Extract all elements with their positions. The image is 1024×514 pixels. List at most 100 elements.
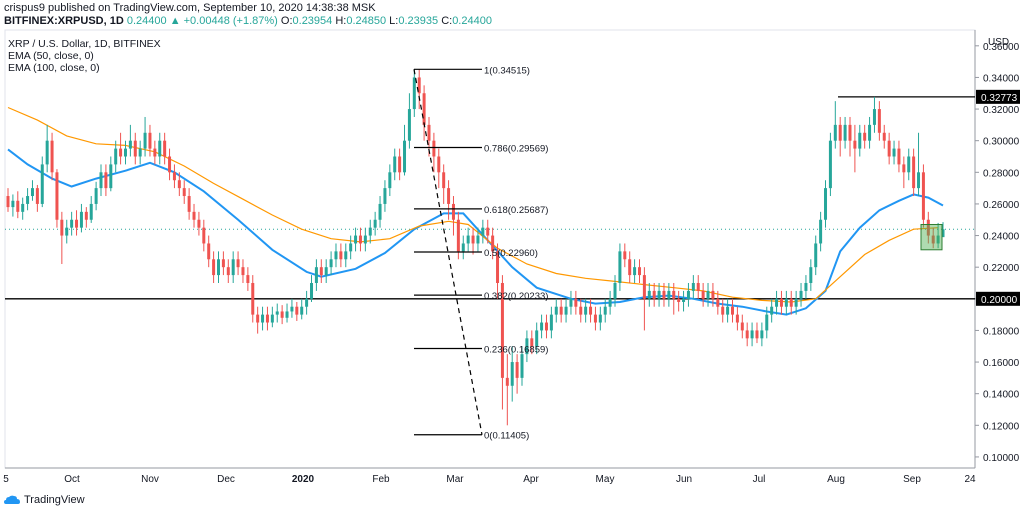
candle-body	[84, 211, 88, 220]
candle-body	[256, 314, 260, 323]
candle-body	[608, 298, 612, 307]
close-value: 0.24400	[452, 15, 492, 27]
candle-body	[79, 211, 83, 228]
candle-body	[515, 362, 519, 378]
candle-body	[794, 298, 798, 307]
candle-body	[652, 290, 656, 299]
high-value: 0.24850	[346, 15, 387, 27]
candle-body	[456, 219, 460, 252]
low-value: 0.23935	[398, 15, 439, 27]
candle-body	[447, 188, 451, 204]
candle-body	[280, 311, 284, 318]
candle-body	[104, 172, 108, 189]
candle-body	[50, 140, 54, 173]
legend-ema50: EMA (50, close, 0)	[8, 50, 94, 62]
candle-body	[128, 140, 132, 149]
candle-body	[647, 290, 651, 299]
fib-level-label: 0(0.11405)	[484, 431, 529, 442]
tradingview-logo[interactable]: TradingView	[4, 494, 85, 506]
candle-body	[89, 203, 93, 220]
candle-body	[16, 200, 20, 212]
candle-body	[192, 211, 196, 220]
candle-body	[750, 330, 754, 339]
publish-info: crispus9 published on TradingView.com, S…	[4, 2, 376, 14]
candle-body	[921, 172, 925, 220]
candle-body	[21, 203, 25, 212]
x-tick-label: Oct	[64, 474, 80, 485]
candle-body	[496, 251, 500, 283]
candle-body	[779, 298, 783, 307]
candle-body	[838, 124, 842, 141]
candle-body	[290, 306, 294, 312]
candle-body	[637, 267, 641, 276]
y-tick-label: 0.26000	[983, 200, 1020, 211]
candle-body	[373, 219, 377, 228]
candle-body	[285, 311, 289, 318]
candle-body	[633, 267, 637, 276]
y-tick-label: 0.12000	[983, 421, 1020, 432]
candle-body	[334, 251, 338, 260]
candle-body	[682, 298, 686, 302]
candle-body	[872, 109, 876, 125]
candle-body	[461, 243, 465, 252]
candle-body	[246, 275, 250, 283]
candle-body	[319, 267, 323, 276]
candle-body	[40, 164, 44, 204]
candle-body	[868, 124, 872, 141]
candle-body	[300, 306, 304, 315]
candle-body	[114, 148, 118, 165]
x-tick-label: 2020	[292, 474, 315, 485]
candle-body	[349, 243, 353, 252]
candle-body	[310, 282, 314, 299]
candle-body	[770, 306, 774, 315]
candle-body	[202, 227, 206, 244]
candle-body	[216, 259, 220, 276]
candle-body	[520, 354, 524, 378]
candle-body	[412, 77, 416, 110]
candle-body	[486, 227, 490, 236]
price-chart[interactable]: 0.36000 0.34000 0.32000 0.30000 0.28000 0.260…	[0, 0, 1024, 494]
x-tick-label: Sep	[903, 474, 921, 485]
candle-body	[892, 148, 896, 157]
candle-body	[143, 132, 147, 149]
price-tag-label: 0.32773	[981, 93, 1018, 104]
price-tag	[976, 291, 1020, 306]
legend-title: XRP / U.S. Dollar, 1D, BITFINEX	[8, 38, 161, 50]
candle-body	[378, 203, 382, 220]
candle-body	[94, 188, 98, 204]
candle-body	[368, 227, 372, 236]
candle-body	[388, 172, 392, 189]
candle-body	[329, 259, 333, 268]
currency-label: USD	[988, 37, 1009, 48]
candle-body	[926, 219, 930, 236]
candle-body	[158, 140, 162, 157]
candle-body	[393, 156, 397, 173]
y-tick-label: 0.22000	[983, 263, 1020, 274]
y-tick-label: 0.34000	[983, 73, 1020, 84]
candle-body	[505, 377, 509, 386]
candle-body	[667, 290, 671, 299]
candle-body	[148, 132, 152, 149]
candle-body	[45, 140, 49, 165]
candle-body	[833, 124, 837, 141]
candle-body	[931, 235, 935, 244]
candle-body	[212, 259, 216, 276]
symbol: BITFINEX:XRPUSD, 1D	[4, 15, 124, 27]
candle-body	[598, 314, 602, 323]
candle-body	[437, 156, 441, 173]
y-tick-label: 0.30000	[983, 137, 1020, 148]
candle-body	[755, 330, 759, 339]
x-tick-label: Apr	[523, 474, 539, 485]
candle-body	[168, 156, 172, 173]
fib-level-label: 0.236(0.16859)	[484, 344, 548, 355]
candle-body	[726, 306, 730, 315]
candle-body	[784, 298, 788, 307]
candle-body	[559, 306, 563, 315]
fib-level-label: 0.618(0.25687)	[484, 205, 548, 216]
candle-body	[672, 290, 676, 299]
candle-body	[589, 306, 593, 315]
candle-body	[691, 282, 695, 291]
candle-body	[226, 267, 230, 276]
publish-date: published on TradingView.com, September …	[48, 2, 376, 14]
candle-body	[828, 140, 832, 189]
